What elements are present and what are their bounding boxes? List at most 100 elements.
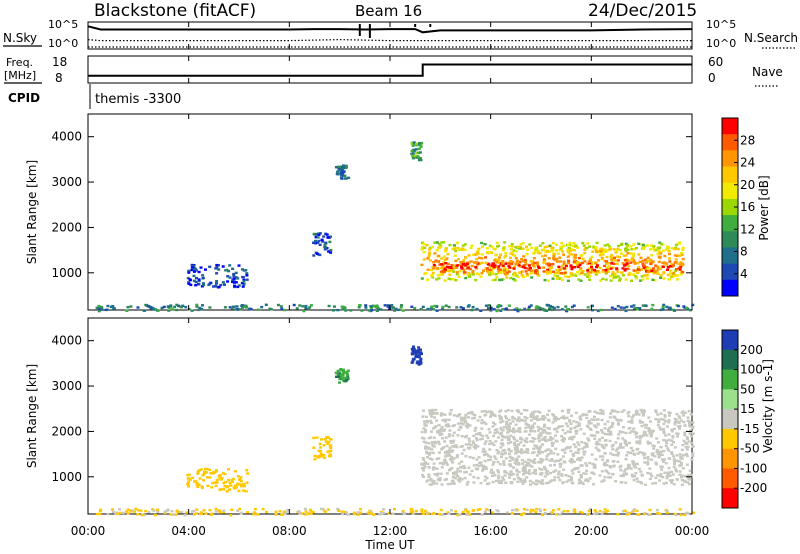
- heatmap-cell: [679, 457, 683, 460]
- heatmap-cell: [225, 490, 229, 493]
- heatmap-cell: [685, 448, 689, 451]
- heatmap-cell: [646, 270, 650, 274]
- heatmap-cell: [634, 466, 638, 469]
- heatmap-cell: [327, 440, 331, 444]
- heatmap-cell: [533, 430, 537, 433]
- heatmap-cell: [419, 348, 422, 351]
- heatmap-cell: [621, 267, 625, 270]
- heatmap-cell: [589, 261, 593, 264]
- heatmap-cell: [210, 486, 214, 489]
- heatmap-cell: [419, 359, 423, 362]
- heatmap-cell: [646, 458, 650, 461]
- heatmap-cell: [318, 243, 322, 246]
- heatmap-cell: [624, 431, 628, 435]
- heatmap-cell: [491, 471, 495, 475]
- heatmap-cell: [431, 245, 434, 249]
- heatmap-cell: [565, 416, 569, 419]
- heatmap-cell: [460, 265, 464, 268]
- heatmap-cell: [558, 256, 562, 259]
- heatmap-cell: [500, 262, 504, 265]
- heatmap-cell: [507, 418, 511, 422]
- heatmap-cell: [329, 446, 333, 450]
- heatmap-cell: [118, 511, 122, 515]
- heatmap-cell: [626, 252, 630, 255]
- heatmap-cell: [516, 309, 520, 313]
- heatmap-cell: [453, 477, 457, 480]
- heatmap-cell: [441, 307, 444, 311]
- heatmap-cell: [517, 263, 521, 267]
- heatmap-cell: [560, 473, 564, 476]
- heatmap-cell: [647, 513, 651, 516]
- heatmap-cell: [364, 306, 368, 309]
- heatmap-cell: [484, 422, 488, 426]
- heatmap-cell: [515, 444, 518, 447]
- heatmap-cell: [112, 307, 116, 310]
- heatmap-cell: [495, 276, 499, 279]
- heatmap-cell: [516, 480, 520, 483]
- heatmap-cell: [532, 264, 536, 267]
- heatmap-cell: [598, 474, 602, 477]
- heatmap-cell: [581, 270, 585, 273]
- heatmap-cell: [523, 266, 527, 270]
- heatmap-cell: [496, 469, 500, 472]
- heatmap-cell: [414, 509, 418, 513]
- heatmap-cell: [195, 512, 198, 515]
- heatmap-cell: [531, 426, 535, 429]
- heatmap-cell: [210, 512, 214, 516]
- velocity-cbar-tick: -200: [740, 481, 767, 495]
- heatmap-cell: [691, 454, 695, 458]
- heatmap-cell: [280, 307, 284, 310]
- heatmap-cell: [430, 512, 434, 516]
- heatmap-cell: [660, 468, 664, 471]
- heatmap-cell: [486, 271, 490, 274]
- heatmap-cell: [558, 268, 562, 271]
- heatmap-cell: [489, 266, 493, 269]
- heatmap-cell: [462, 272, 466, 276]
- heatmap-cell: [678, 464, 682, 467]
- heatmap-cell: [539, 417, 543, 421]
- heatmap-cell: [595, 511, 599, 515]
- heatmap-cell: [428, 413, 432, 416]
- heatmap-cell: [541, 513, 544, 516]
- heatmap-cell: [283, 512, 287, 515]
- heatmap-cell: [382, 511, 386, 515]
- heatmap-cell: [593, 434, 597, 437]
- heatmap-cell: [587, 272, 591, 276]
- heatmap-cell: [430, 415, 433, 418]
- heatmap-cell: [639, 481, 643, 484]
- heatmap-cell: [680, 476, 683, 479]
- heatmap-cell: [569, 427, 573, 430]
- heatmap-cell: [674, 246, 678, 249]
- heatmap-cell: [625, 472, 628, 475]
- heatmap-cell: [562, 448, 566, 451]
- heatmap-cell: [493, 423, 497, 426]
- heatmap-cell: [236, 285, 240, 289]
- heatmap-cell: [583, 248, 587, 251]
- heatmap-cell: [525, 253, 529, 256]
- heatmap-cell: [339, 368, 343, 371]
- heatmap-cell: [566, 308, 569, 311]
- heatmap-cell: [497, 244, 501, 248]
- heatmap-cell: [539, 457, 543, 461]
- heatmap-cell: [471, 456, 475, 460]
- heatmap-cell: [430, 479, 434, 482]
- heatmap-cell: [465, 513, 469, 516]
- heatmap-cell: [662, 460, 666, 463]
- heatmap-cell: [680, 411, 684, 414]
- heatmap-cell: [484, 440, 488, 443]
- heatmap-cell: [542, 418, 546, 421]
- heatmap-cell: [670, 274, 674, 278]
- heatmap-cell: [491, 425, 495, 428]
- heatmap-cell: [648, 508, 652, 512]
- heatmap-cell: [468, 275, 471, 278]
- heatmap-cell: [490, 474, 494, 478]
- heatmap-cell: [163, 511, 167, 515]
- heatmap-cell: [684, 441, 688, 444]
- heatmap-cell: [473, 261, 477, 264]
- heatmap-cell: [647, 442, 650, 445]
- heatmap-cell: [574, 445, 578, 449]
- heatmap-cell: [686, 481, 690, 484]
- heatmap-cell: [618, 255, 621, 259]
- heatmap-cell: [488, 448, 492, 451]
- heatmap-cell: [600, 470, 604, 473]
